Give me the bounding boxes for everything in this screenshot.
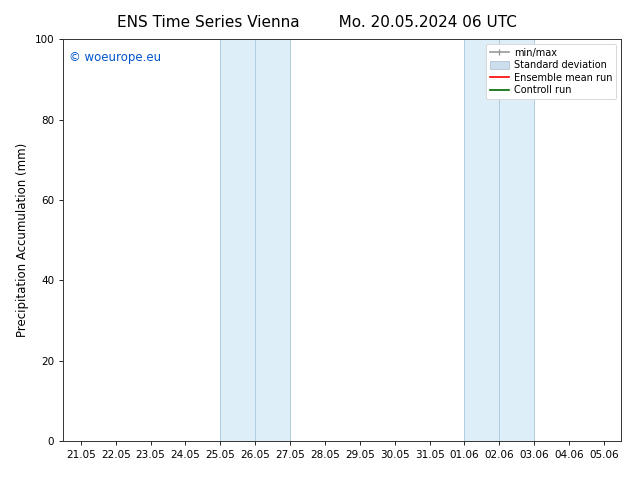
Text: © woeurope.eu: © woeurope.eu (69, 51, 161, 64)
Bar (221, 39, 290, 441)
Bar (464, 39, 534, 441)
Text: ENS Time Series Vienna        Mo. 20.05.2024 06 UTC: ENS Time Series Vienna Mo. 20.05.2024 06… (117, 15, 517, 30)
Legend: min/max, Standard deviation, Ensemble mean run, Controll run: min/max, Standard deviation, Ensemble me… (486, 44, 616, 99)
Y-axis label: Precipitation Accumulation (mm): Precipitation Accumulation (mm) (16, 143, 29, 337)
